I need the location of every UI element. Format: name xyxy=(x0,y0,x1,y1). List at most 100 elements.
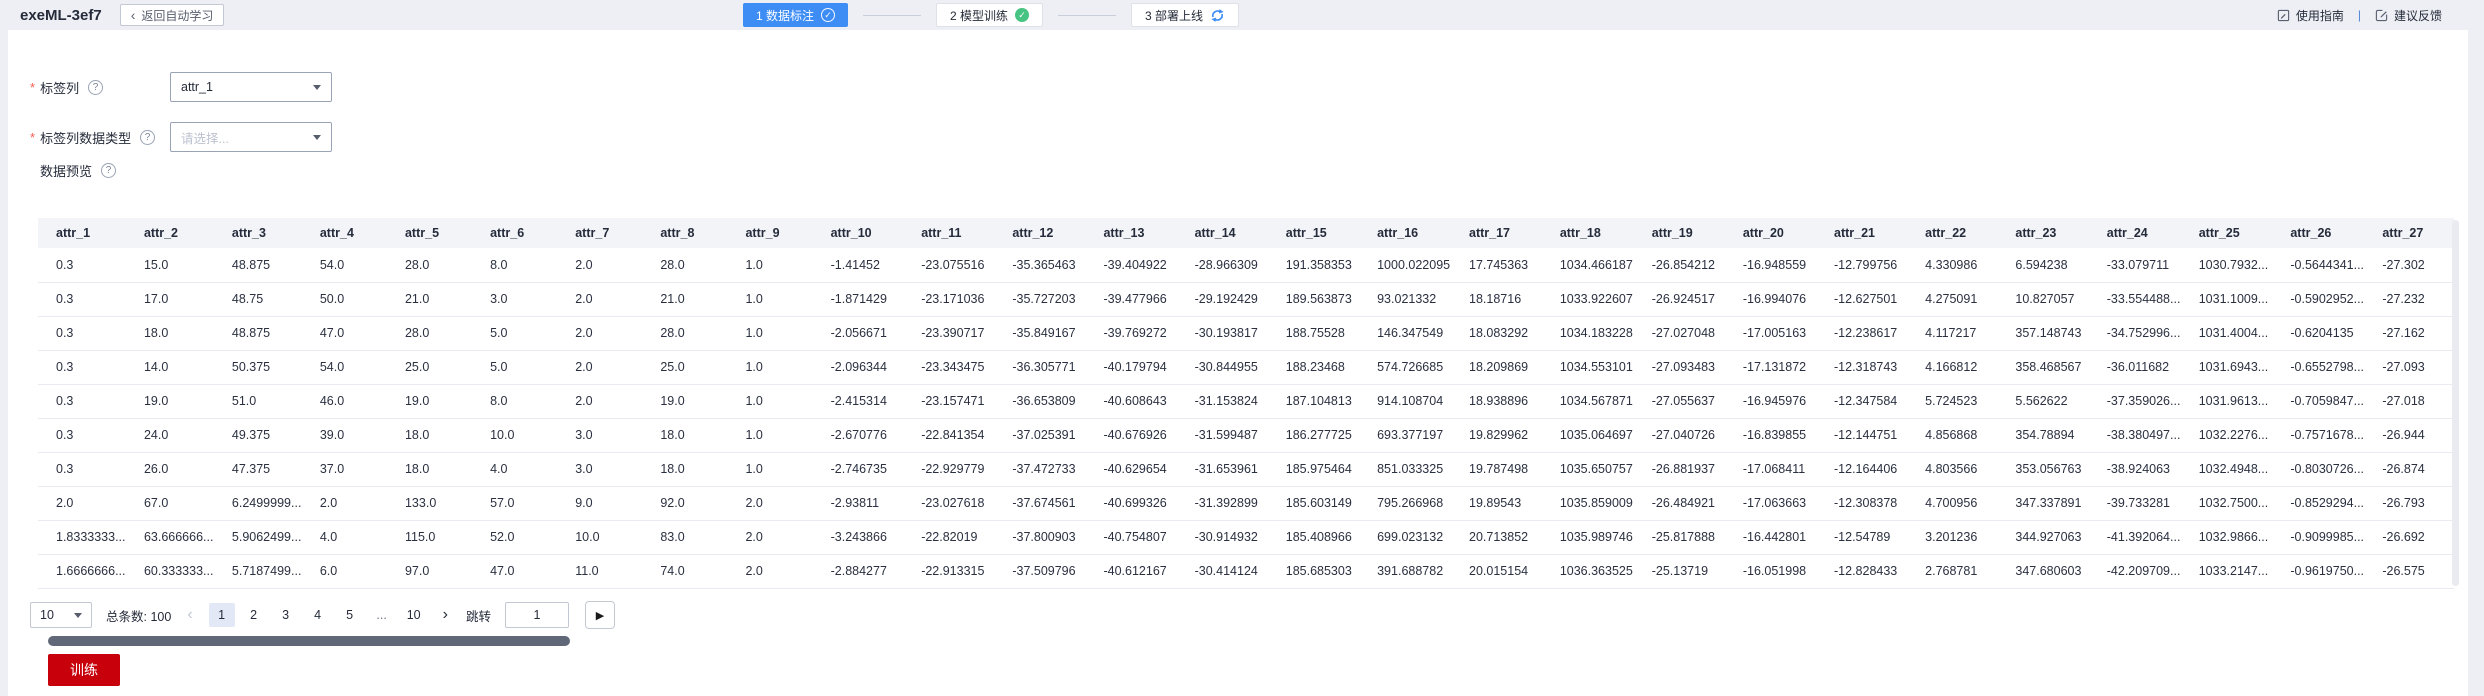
table-cell: 185.603149 xyxy=(1267,486,1360,521)
table-cell: 50.375 xyxy=(213,350,302,385)
column-header: attr_5 xyxy=(386,218,473,248)
table-cell: -30.414124 xyxy=(1176,554,1268,589)
page-size-select[interactable]: 10 xyxy=(30,602,92,628)
column-header: attr_25 xyxy=(2180,218,2273,248)
table-cell: 1035.989746 xyxy=(1541,520,1634,555)
table-cell: 6.594238 xyxy=(1997,248,2089,283)
step-1[interactable]: 1 数据标注 ✓ xyxy=(743,3,849,27)
help-icon[interactable]: ? xyxy=(140,129,156,145)
table-cell: -39.769272 xyxy=(1085,316,1177,351)
table-cell: -12.144751 xyxy=(1816,418,1908,453)
table-cell: 4.803566 xyxy=(1907,452,1998,487)
table-cell: 1.0 xyxy=(727,418,813,453)
label-column-row: * 标签列 ? attr_1 xyxy=(30,72,332,102)
table-cell: 18.0 xyxy=(386,452,473,487)
jump-page-input[interactable]: 1 xyxy=(504,602,569,628)
table-cell: -12.799756 xyxy=(1816,248,1908,283)
table-cell: 14.0 xyxy=(125,350,214,385)
table-cell: 1.0 xyxy=(727,384,813,419)
table-cell: -27.093 xyxy=(2364,350,2454,385)
table-cell: -2.056671 xyxy=(812,316,904,351)
column-header: attr_18 xyxy=(1541,218,1634,248)
table-cell: -27.232 xyxy=(2364,282,2454,317)
help-icon[interactable]: ? xyxy=(88,79,104,95)
page-number-4[interactable]: 4 xyxy=(314,608,322,622)
page-number-3[interactable]: 3 xyxy=(282,608,290,622)
table-cell: 1031.9613... xyxy=(2180,384,2273,419)
label-type-select[interactable]: 请选择... xyxy=(170,122,332,152)
vertical-scrollbar[interactable] xyxy=(2452,220,2459,586)
table-cell: 47.0 xyxy=(472,554,558,589)
step-2[interactable]: 2 模型训练 ✓ xyxy=(936,3,1044,27)
table-cell: 93.021332 xyxy=(1359,282,1452,317)
table-cell: 8.0 xyxy=(472,384,558,419)
train-button[interactable]: 训练 xyxy=(48,654,120,686)
guide-link[interactable]: 使用指南 xyxy=(2277,7,2344,24)
table-cell: -26.944 xyxy=(2364,418,2454,453)
guide-link-label: 使用指南 xyxy=(2295,8,2344,23)
page-number-5[interactable]: 5 xyxy=(346,608,354,622)
table-cell: -0.9619750... xyxy=(2272,554,2365,589)
column-header: attr_2 xyxy=(125,218,214,248)
column-header: attr_12 xyxy=(994,218,1086,248)
table-cell: 4.0 xyxy=(301,520,387,555)
table-row: 1.8333333... 63.666666... 5.9062499... 4.0 1… xyxy=(38,520,2454,555)
table-cell: 2.0 xyxy=(727,486,813,521)
table-cell: 0.3 xyxy=(38,248,126,283)
table-cell: 3.0 xyxy=(557,452,643,487)
table-cell: 10.0 xyxy=(557,520,643,555)
table-cell: 67.0 xyxy=(125,486,214,521)
table-cell: -27.027048 xyxy=(1633,316,1725,351)
back-button[interactable]: ‹ 返回自动学习 xyxy=(119,4,225,26)
table-cell: 48.875 xyxy=(213,248,302,283)
label-column-select[interactable]: attr_1 xyxy=(170,72,332,102)
table-cell: 92.0 xyxy=(642,486,728,521)
table-cell: 1031.1009... xyxy=(2180,282,2273,317)
table-cell: 1035.859009 xyxy=(1541,486,1634,521)
column-header: attr_11 xyxy=(903,218,995,248)
table-cell: 1.0 xyxy=(727,248,813,283)
table-cell: 1.0 xyxy=(727,316,813,351)
table-cell: 10.0 xyxy=(472,418,558,453)
table-cell: 185.685303 xyxy=(1267,554,1360,589)
table-cell: 18.209869 xyxy=(1451,350,1542,385)
table-cell: -29.192429 xyxy=(1176,282,1268,317)
column-header: attr_16 xyxy=(1359,218,1452,248)
prev-page-button[interactable]: ‹ xyxy=(187,606,193,623)
step-3[interactable]: 3 部署上线 xyxy=(1131,3,1240,27)
horizontal-scrollbar[interactable] xyxy=(48,636,570,646)
label-type-row: * 标签列数据类型 ? 请选择... xyxy=(30,122,332,152)
table-cell: 1032.9866... xyxy=(2180,520,2273,555)
table-cell: -22.82019 xyxy=(903,520,995,555)
feedback-link[interactable]: 建议反馈 xyxy=(2375,7,2442,24)
table-cell: -16.839855 xyxy=(1724,418,1816,453)
table-cell: -33.079711 xyxy=(2088,248,2181,283)
table-cell: 795.266968 xyxy=(1359,486,1452,521)
table-cell: 28.0 xyxy=(386,316,473,351)
jump-forward-button[interactable]: ▶ xyxy=(584,601,615,629)
table-cell: 4.700956 xyxy=(1907,486,1998,521)
content-card: * 标签列 ? attr_1 * 标签列数据类型 ? 请选择... 数据预览 ?… xyxy=(8,30,2468,696)
page-number-2[interactable]: 2 xyxy=(250,608,258,622)
play-icon: ▶ xyxy=(595,609,605,622)
table-cell: -34.752996... xyxy=(2088,316,2181,351)
column-header: attr_27 xyxy=(2364,218,2454,248)
table-cell: -26.874 xyxy=(2364,452,2454,487)
page-number-10[interactable]: 10 xyxy=(406,608,421,622)
help-icon[interactable]: ? xyxy=(101,162,117,178)
table-cell: 1031.4004... xyxy=(2180,316,2273,351)
table-cell: 357.148743 xyxy=(1997,316,2089,351)
step-label: 2 模型训练 xyxy=(950,8,1009,23)
table-cell: 2.0 xyxy=(301,486,387,521)
table-cell: -2.096344 xyxy=(812,350,904,385)
table-cell: 693.377197 xyxy=(1359,418,1452,453)
table-cell: -0.6552798... xyxy=(2272,350,2365,385)
table-cell: 28.0 xyxy=(386,248,473,283)
page-number-1[interactable]: 1 xyxy=(208,603,235,627)
table: attr_1 attr_2 attr_3 attr_4 attr_5 attr_6 attr… xyxy=(38,218,2454,589)
required-asterisk: * xyxy=(30,79,36,95)
next-page-button[interactable]: › xyxy=(442,606,448,623)
chevron-left-icon: ‹ xyxy=(130,7,136,23)
column-header: attr_10 xyxy=(812,218,904,248)
table-cell: -12.164406 xyxy=(1816,452,1908,487)
